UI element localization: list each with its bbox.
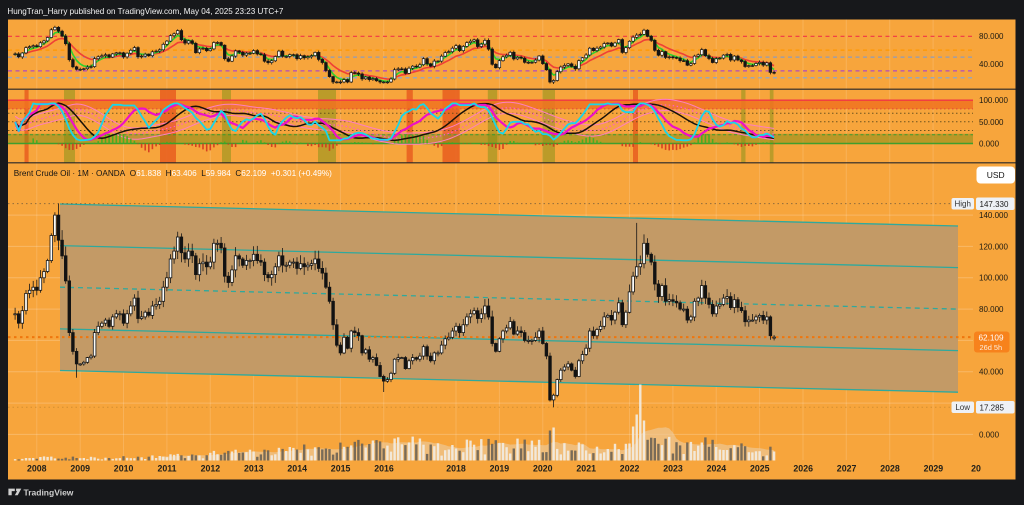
svg-text:20: 20 [971,463,981,473]
svg-text:High: High [954,200,970,209]
svg-text:Brent Crude Oil · 1M · OANDA: Brent Crude Oil · 1M · OANDA O61.838 H63… [14,169,332,178]
svg-text:2025: 2025 [750,463,770,473]
svg-text:17.285: 17.285 [980,403,1005,412]
svg-text:2010: 2010 [114,463,134,473]
svg-text:80.000: 80.000 [979,32,1004,41]
svg-text:80.000: 80.000 [979,305,1004,314]
svg-text:2018: 2018 [446,463,466,473]
svg-text:40.000: 40.000 [979,368,1004,377]
svg-text:USD: USD [987,170,1005,180]
svg-text:2012: 2012 [201,463,221,473]
svg-text:2024: 2024 [707,463,727,473]
svg-text:2020: 2020 [533,463,553,473]
svg-text:147.330: 147.330 [980,200,1009,209]
svg-text:26d 5h: 26d 5h [980,343,1003,352]
svg-text:140.000: 140.000 [979,211,1008,220]
svg-text:100.000: 100.000 [979,274,1008,283]
svg-text:2028: 2028 [880,463,900,473]
svg-text:2027: 2027 [837,463,857,473]
svg-text:2011: 2011 [157,463,176,473]
svg-text:2022: 2022 [620,463,640,473]
svg-text:2008: 2008 [27,463,47,473]
svg-text:2021: 2021 [576,463,596,473]
svg-text:100.000: 100.000 [979,96,1008,105]
svg-text:0.000: 0.000 [979,430,1000,439]
svg-text:Low: Low [955,403,970,412]
svg-text:2016: 2016 [374,463,394,473]
svg-text:120.000: 120.000 [979,242,1008,251]
svg-text:2023: 2023 [663,463,683,473]
svg-text:2019: 2019 [490,463,510,473]
svg-text:50.000: 50.000 [979,118,1004,127]
svg-text:62.109: 62.109 [979,334,1004,343]
svg-text:2015: 2015 [331,463,351,473]
svg-text:2013: 2013 [244,463,264,473]
svg-text:2009: 2009 [70,463,90,473]
svg-text:2029: 2029 [924,463,944,473]
svg-text:2014: 2014 [287,463,307,473]
svg-text:TradingView: TradingView [24,487,74,497]
svg-text:0.000: 0.000 [979,139,1000,148]
svg-text:40.000: 40.000 [979,60,1004,69]
svg-text:HungTran_Harry published on Tr: HungTran_Harry published on TradingView.… [7,7,284,16]
svg-text:2026: 2026 [793,463,813,473]
